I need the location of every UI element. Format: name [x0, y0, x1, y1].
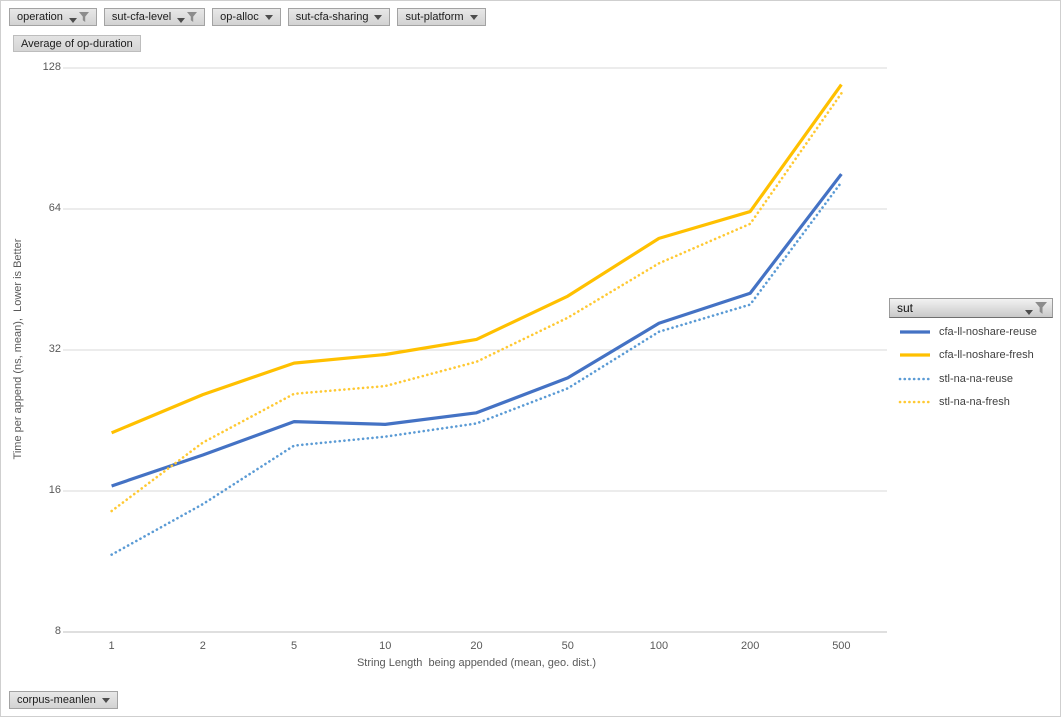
legend-entry-stl-na-na-reuse[interactable]: stl-na-na-reuse — [898, 367, 1037, 391]
x-tick-label-5: 5 — [290, 640, 298, 652]
filter-button-op-alloc[interactable]: op-alloc — [212, 8, 281, 26]
x-tick-label-2: 2 — [199, 640, 206, 652]
y-axis-title: Time per append (ns, mean), Lower is Bet… — [12, 238, 24, 460]
series-line-stl-na-na-fresh[interactable] — [110, 92, 843, 513]
legend-swatch — [898, 400, 932, 404]
chevron-down-icon — [264, 14, 273, 20]
filter-funnel-icon — [1025, 301, 1047, 315]
filter-button-sut-cfa-level[interactable]: sut-cfa-level — [103, 8, 206, 26]
series-line-stl-na-na-reuse[interactable] — [110, 180, 843, 556]
filter-button-sut-cfa-sharing[interactable]: sut-cfa-sharing — [287, 8, 391, 26]
legend-swatch — [900, 353, 930, 357]
legend-entry-stl-na-na-fresh[interactable]: stl-na-na-fresh — [898, 391, 1037, 415]
legend-swatch — [900, 330, 930, 334]
chevron-down-icon — [374, 14, 383, 20]
series-line-cfa-ll-noshare-reuse[interactable] — [111, 173, 843, 488]
legend-swatch — [898, 377, 932, 381]
filter-funnel-icon — [68, 11, 89, 23]
x-tick-label-100: 100 — [649, 640, 669, 652]
values-field-button[interactable]: Average of op-duration — [13, 35, 141, 52]
chart-legend: cfa-ll-noshare-reuse cfa-ll-noshare-fresh… — [898, 320, 1037, 414]
values-field-label: Average of op-duration — [21, 37, 133, 50]
filter-button-sut-platform[interactable]: sut-platform — [397, 8, 486, 26]
x-axis-title: String Length being appended (mean, geo.… — [356, 657, 597, 669]
legend-entry-cfa-ll-noshare-reuse[interactable]: cfa-ll-noshare-reuse — [898, 320, 1037, 344]
axis-field-button-corpus-meanlen[interactable]: corpus-meanlen — [9, 691, 118, 709]
filter-button-label: sut-cfa-sharing — [295, 11, 369, 23]
filter-funnel-icon — [177, 11, 198, 23]
chart-plot-area — [63, 67, 887, 633]
filter-button-label: op-alloc — [220, 11, 259, 23]
filter-button-label: operation — [17, 11, 63, 23]
y-tick-label-16: 16 — [48, 484, 61, 496]
legend-entry-cfa-ll-noshare-fresh[interactable]: cfa-ll-noshare-fresh — [898, 344, 1037, 368]
legend-entry-label: cfa-ll-noshare-fresh — [939, 349, 1034, 362]
legend-entry-label: stl-na-na-reuse — [939, 372, 1013, 385]
legend-field-button-sut[interactable]: sut — [889, 298, 1053, 318]
x-tick-label-1: 1 — [108, 640, 115, 652]
chevron-down-icon — [469, 14, 478, 20]
x-tick-label-10: 10 — [379, 640, 392, 652]
legend-entry-label: stl-na-na-fresh — [939, 396, 1010, 409]
axis-field-label: corpus-meanlen — [17, 694, 96, 706]
y-tick-label-32: 32 — [48, 343, 61, 355]
x-tick-label-20: 20 — [470, 640, 483, 652]
x-tick-label-200: 200 — [740, 640, 760, 652]
legend-entry-label: cfa-ll-noshare-reuse — [939, 325, 1037, 338]
legend-field-label: sut — [897, 301, 914, 315]
filter-button-label: sut-cfa-level — [111, 11, 172, 23]
axis-field-bar: corpus-meanlen — [9, 690, 118, 709]
report-filter-bar: operation sut-cfa-level op-alloc sut-cfa… — [9, 8, 486, 26]
y-tick-label-128: 128 — [42, 61, 61, 73]
filter-button-operation[interactable]: operation — [9, 8, 97, 26]
filter-button-label: sut-platform — [405, 11, 464, 23]
x-tick-label-50: 50 — [561, 640, 574, 652]
series-line-cfa-ll-noshare-fresh[interactable] — [110, 83, 843, 435]
y-tick-label-64: 64 — [48, 202, 61, 214]
x-tick-label-500: 500 — [832, 640, 851, 652]
chevron-down-icon — [101, 697, 110, 703]
y-tick-label-8: 8 — [54, 625, 61, 637]
